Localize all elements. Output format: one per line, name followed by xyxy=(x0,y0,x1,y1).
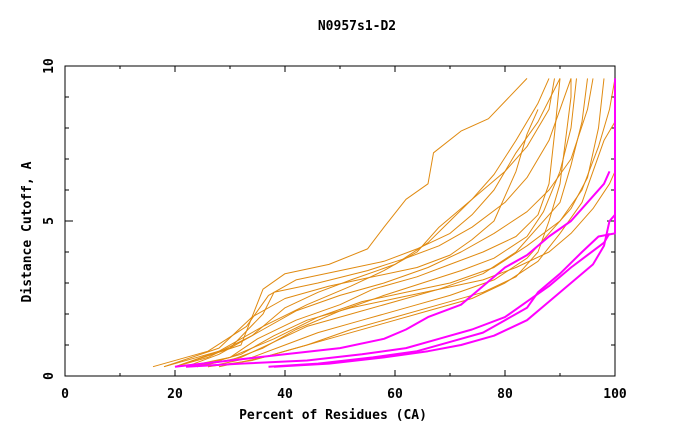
series-line-o4 xyxy=(185,78,561,368)
x-tick-label: 80 xyxy=(497,387,513,402)
series-line-o15 xyxy=(174,78,555,368)
x-tick-label: 60 xyxy=(387,387,403,402)
series-line-m1 xyxy=(174,170,611,368)
series-line-o11 xyxy=(207,121,616,368)
y-tick-label: 5 xyxy=(42,217,57,225)
series-line-m4 xyxy=(268,78,616,368)
x-tick-label: 0 xyxy=(61,387,69,402)
axis-ticks: 0 20 40 60 80 100 0 5 10 xyxy=(42,58,627,402)
series-line-m3 xyxy=(273,214,616,368)
series-line-o8 xyxy=(174,78,550,368)
y-tick-label: 0 xyxy=(42,372,57,380)
x-tick-label: 20 xyxy=(167,387,183,402)
x-tick-label: 40 xyxy=(277,387,293,402)
series-line-m2 xyxy=(185,232,611,368)
y-tick-label: 10 xyxy=(42,58,57,74)
x-axis-label: Percent of Residues (CA) xyxy=(239,408,427,423)
series-line-o9 xyxy=(185,78,594,368)
series-line-o13 xyxy=(196,171,616,368)
y-axis-label: Distance Cutoff, A xyxy=(20,161,35,302)
series-line-o10 xyxy=(196,78,616,368)
series-layer xyxy=(152,78,616,368)
series-line-o6 xyxy=(196,78,588,368)
series-line-o7 xyxy=(207,78,605,368)
series-line-o12 xyxy=(163,109,539,368)
x-tick-label: 100 xyxy=(603,387,627,402)
series-line-o14 xyxy=(218,78,572,368)
series-line-o3 xyxy=(174,78,528,368)
chart-title: N0957s1-D2 xyxy=(318,19,396,34)
